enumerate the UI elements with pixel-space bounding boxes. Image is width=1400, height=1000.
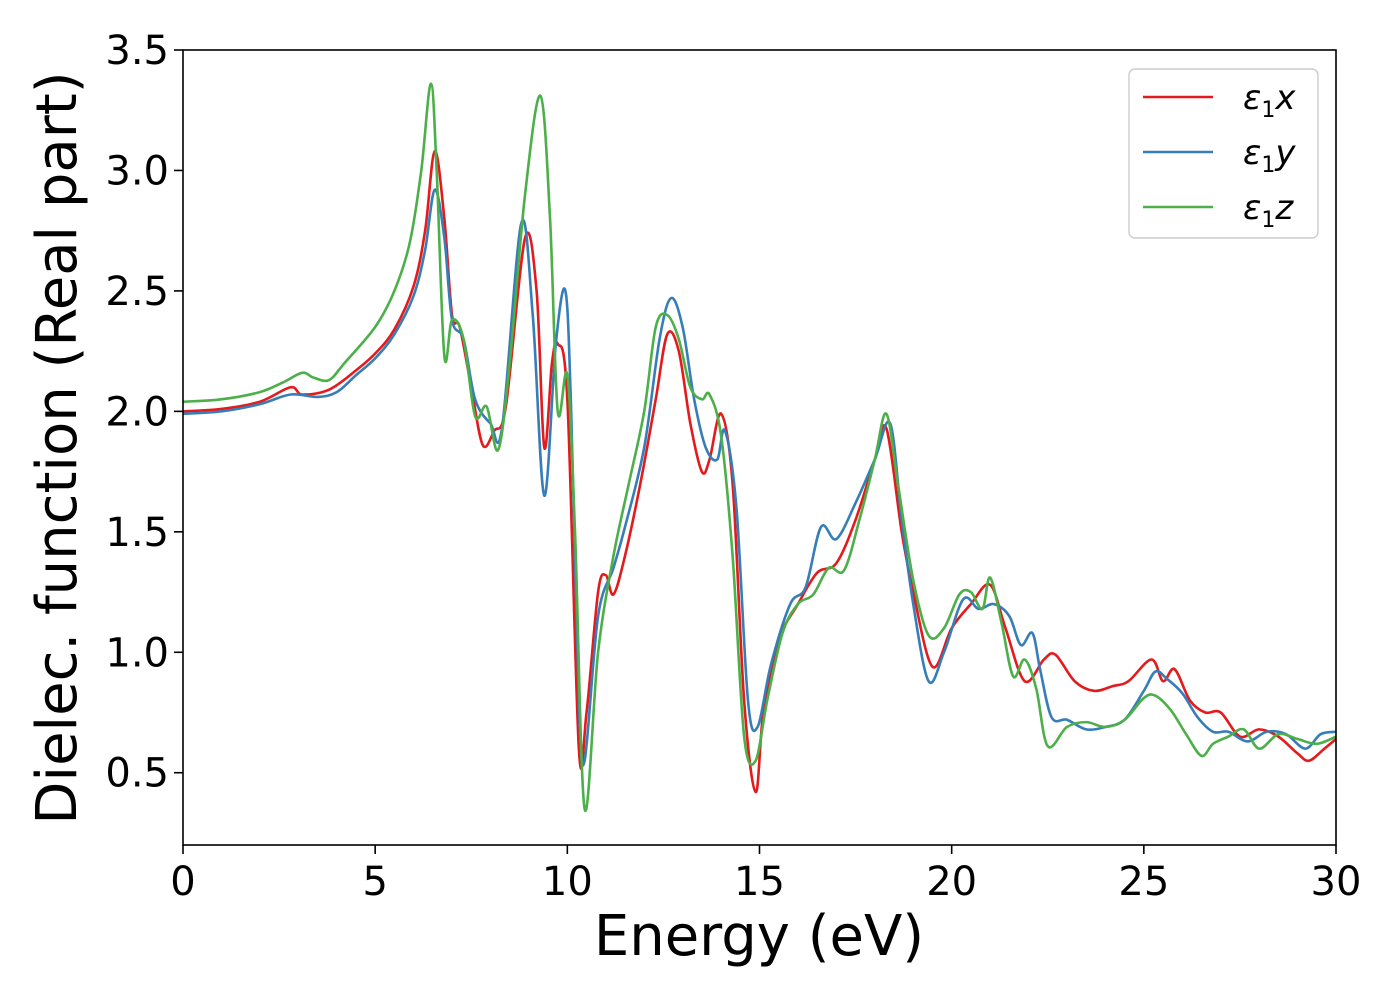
x-tick-label: 10 bbox=[542, 859, 593, 905]
x-tick-label: 5 bbox=[362, 859, 387, 905]
y-tick-label: 1.5 bbox=[105, 510, 169, 556]
x-tick-label: 0 bbox=[170, 859, 195, 905]
x-axis-ticks: 0 5 10 15 20 25 30 bbox=[170, 845, 1361, 905]
x-axis-title: Energy (eV) bbox=[594, 904, 924, 969]
y-axis-title: Dielec. function (Real part) bbox=[25, 71, 90, 824]
series-line-z bbox=[182, 82, 1337, 813]
y-tick-label: 3.5 bbox=[105, 28, 169, 74]
y-tick-label: 0.5 bbox=[105, 751, 169, 797]
x-tick-label: 20 bbox=[926, 859, 977, 905]
legend: ε1x ε1y ε1z bbox=[1128, 68, 1319, 239]
legend-label-x: ε1x bbox=[1243, 78, 1296, 123]
series-layer bbox=[182, 82, 1337, 813]
y-axis-ticks: 0.5 1.0 1.5 2.0 2.5 3.0 3.5 bbox=[105, 28, 183, 797]
legend-label-y: ε1y bbox=[1243, 133, 1296, 178]
x-tick-label: 30 bbox=[1311, 859, 1362, 905]
y-tick-label: 1.0 bbox=[105, 630, 169, 676]
legend-label-z: ε1z bbox=[1243, 188, 1294, 233]
x-tick-label: 15 bbox=[734, 859, 785, 905]
legend-box bbox=[1128, 68, 1319, 239]
x-tick-label: 25 bbox=[1118, 859, 1169, 905]
y-tick-label: 2.0 bbox=[105, 389, 169, 435]
y-tick-label: 3.0 bbox=[105, 148, 169, 194]
y-tick-label: 2.5 bbox=[105, 269, 169, 315]
